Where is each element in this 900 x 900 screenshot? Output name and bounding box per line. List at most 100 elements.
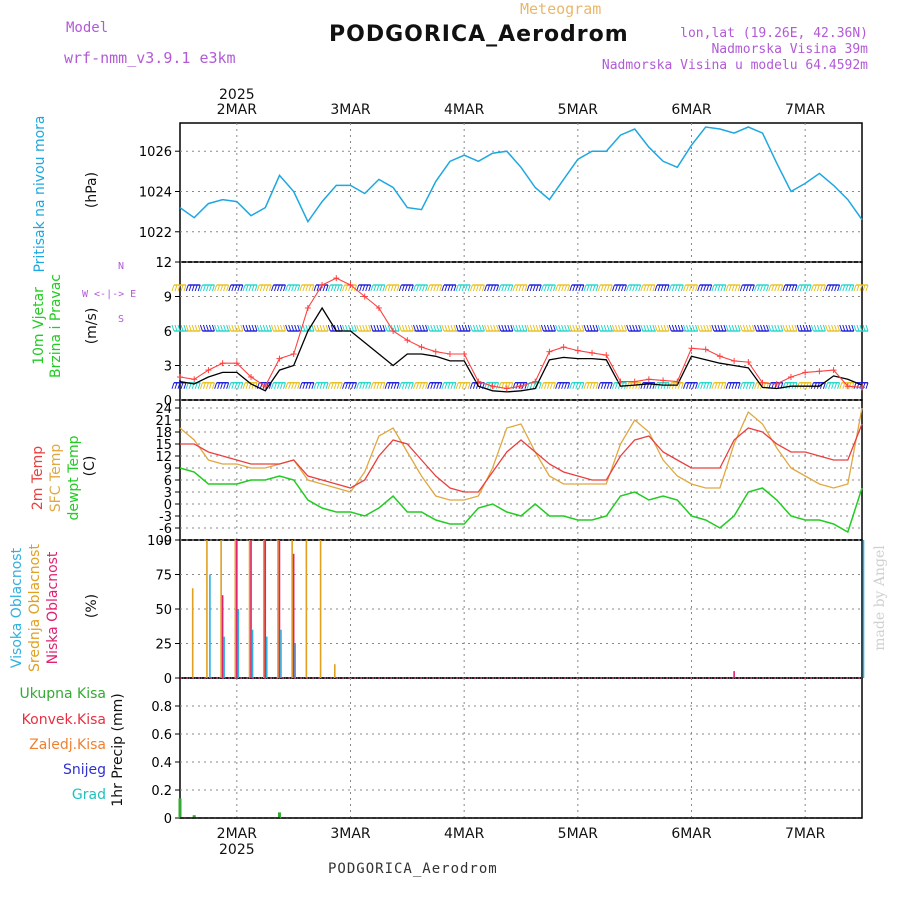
wind-barb-flag bbox=[501, 324, 505, 332]
wind-barb-flag bbox=[447, 324, 451, 332]
wind-barb-flag bbox=[674, 284, 678, 292]
wind-barb-flag bbox=[686, 324, 689, 332]
wind-barb bbox=[540, 324, 556, 332]
dewpt-series-line bbox=[179, 467, 863, 534]
wind-barb-flag bbox=[345, 324, 348, 332]
wind-barb bbox=[469, 324, 485, 332]
wind-barb-flag bbox=[518, 324, 522, 332]
wind-barb-flag bbox=[589, 324, 593, 332]
wind-barb-flag bbox=[311, 382, 315, 389]
wind-gust-marker bbox=[560, 344, 567, 351]
wind-barb-flag bbox=[810, 284, 814, 292]
wind-barb-flag bbox=[848, 324, 852, 332]
wind-barb-flag bbox=[597, 324, 601, 332]
wind-barb-flag bbox=[294, 324, 298, 332]
wind-barb-flag bbox=[401, 284, 405, 292]
wind-barb-flag bbox=[339, 382, 343, 389]
wind-barb-flag bbox=[393, 382, 397, 389]
temp-ytick-label: 3 bbox=[164, 486, 172, 501]
wind-barb bbox=[825, 324, 841, 332]
wind-barb-flag bbox=[646, 324, 650, 332]
wind-barb-flag bbox=[191, 324, 195, 332]
wind-barb-flag bbox=[472, 324, 476, 332]
wind-barb-flag bbox=[697, 284, 701, 292]
wind-barb-flag bbox=[831, 324, 835, 332]
wind-barb-flag bbox=[220, 324, 224, 332]
precip-bar bbox=[277, 812, 281, 818]
wind-barb-flag bbox=[342, 324, 345, 332]
wind-barb-flag bbox=[439, 382, 443, 389]
wind-gust-marker bbox=[589, 349, 596, 356]
wind-gust-marker bbox=[716, 353, 723, 360]
temp-ytick-label: -3 bbox=[159, 510, 172, 525]
wind-barb-flag bbox=[217, 382, 221, 389]
wind-barb-flag bbox=[362, 324, 366, 332]
wind-barb-flag bbox=[808, 284, 812, 292]
wind-barb-flag bbox=[327, 382, 331, 389]
wind-barb-flag bbox=[725, 284, 729, 292]
wind-barb-flag bbox=[270, 382, 274, 389]
precip-ytick-label: 0.6 bbox=[151, 728, 172, 743]
wind-barb-flag bbox=[504, 324, 508, 332]
wind-barb-flag bbox=[297, 284, 301, 292]
wind-barb-flag bbox=[680, 284, 684, 292]
wind-barb-flag bbox=[623, 284, 627, 292]
wind-barb-flag bbox=[666, 284, 670, 292]
wind-barb-flag bbox=[606, 284, 610, 292]
wind-barb-flag bbox=[816, 324, 820, 332]
wind-barb-flag bbox=[410, 284, 414, 292]
wind-gust-marker bbox=[631, 378, 638, 385]
wind-barb-flag bbox=[810, 324, 814, 332]
wind-barb-flag bbox=[453, 382, 457, 389]
wind-barb-flag bbox=[368, 382, 372, 389]
wind-barb-flag bbox=[276, 284, 280, 292]
wind-barb-flag bbox=[564, 382, 568, 389]
wind-barb bbox=[199, 284, 215, 292]
wind-barb-flag bbox=[339, 284, 343, 292]
wind-barb-flag bbox=[180, 284, 184, 292]
wind-barb-flag bbox=[837, 284, 841, 292]
meteogram-label: Meteogram bbox=[520, 0, 602, 18]
wind-barb-flag bbox=[302, 324, 306, 332]
wind-barb-flag bbox=[199, 324, 203, 332]
wind-barb bbox=[270, 324, 286, 332]
wind-barb bbox=[569, 284, 585, 292]
wind-barb-flag bbox=[760, 284, 764, 292]
wind-barb-flag bbox=[276, 382, 280, 389]
wind-barb-flag bbox=[737, 382, 741, 389]
wind-barb-flag bbox=[226, 382, 230, 389]
wind-barb bbox=[427, 284, 443, 292]
wind-barb bbox=[370, 284, 386, 292]
wind-barb-flag bbox=[365, 284, 369, 292]
wind-barb-flag bbox=[567, 382, 571, 389]
wind-barb-flag bbox=[262, 284, 266, 292]
pressure-ytick-label: 1024 bbox=[139, 185, 172, 200]
wind-barb-flag bbox=[188, 284, 192, 292]
wind-barb-flag bbox=[796, 284, 800, 292]
wind-barb-flag bbox=[512, 324, 516, 332]
wind-barb-flag bbox=[677, 382, 681, 389]
wind-barb bbox=[313, 324, 329, 332]
wind-barb-flag bbox=[398, 382, 402, 389]
wind-barb-flag bbox=[404, 382, 408, 389]
wind-barb-flag bbox=[339, 324, 343, 332]
wind-barb-flag bbox=[535, 324, 539, 332]
wind-barb-flag bbox=[481, 284, 485, 292]
wind-barb-flag bbox=[802, 324, 806, 332]
wind-barb-flag bbox=[623, 324, 627, 332]
wind-barb-flag bbox=[345, 382, 348, 389]
wind-barb-flag bbox=[763, 284, 767, 292]
wind-barb-flag bbox=[782, 284, 786, 292]
wind-barb-flag bbox=[208, 382, 212, 389]
wind-barb-flag bbox=[657, 382, 661, 389]
wind-barb bbox=[739, 382, 755, 389]
wind-barb-flag bbox=[475, 284, 479, 292]
wind-barb-flag bbox=[197, 324, 201, 332]
wind-barb-flag bbox=[555, 284, 559, 292]
wind-barb-flag bbox=[245, 324, 249, 332]
wind-barb-flag bbox=[703, 382, 707, 389]
wind-barb-flag bbox=[763, 324, 767, 332]
wind-barb-flag bbox=[757, 324, 761, 332]
wind-barb-flag bbox=[336, 324, 340, 332]
wind-barb-flag bbox=[643, 284, 647, 292]
